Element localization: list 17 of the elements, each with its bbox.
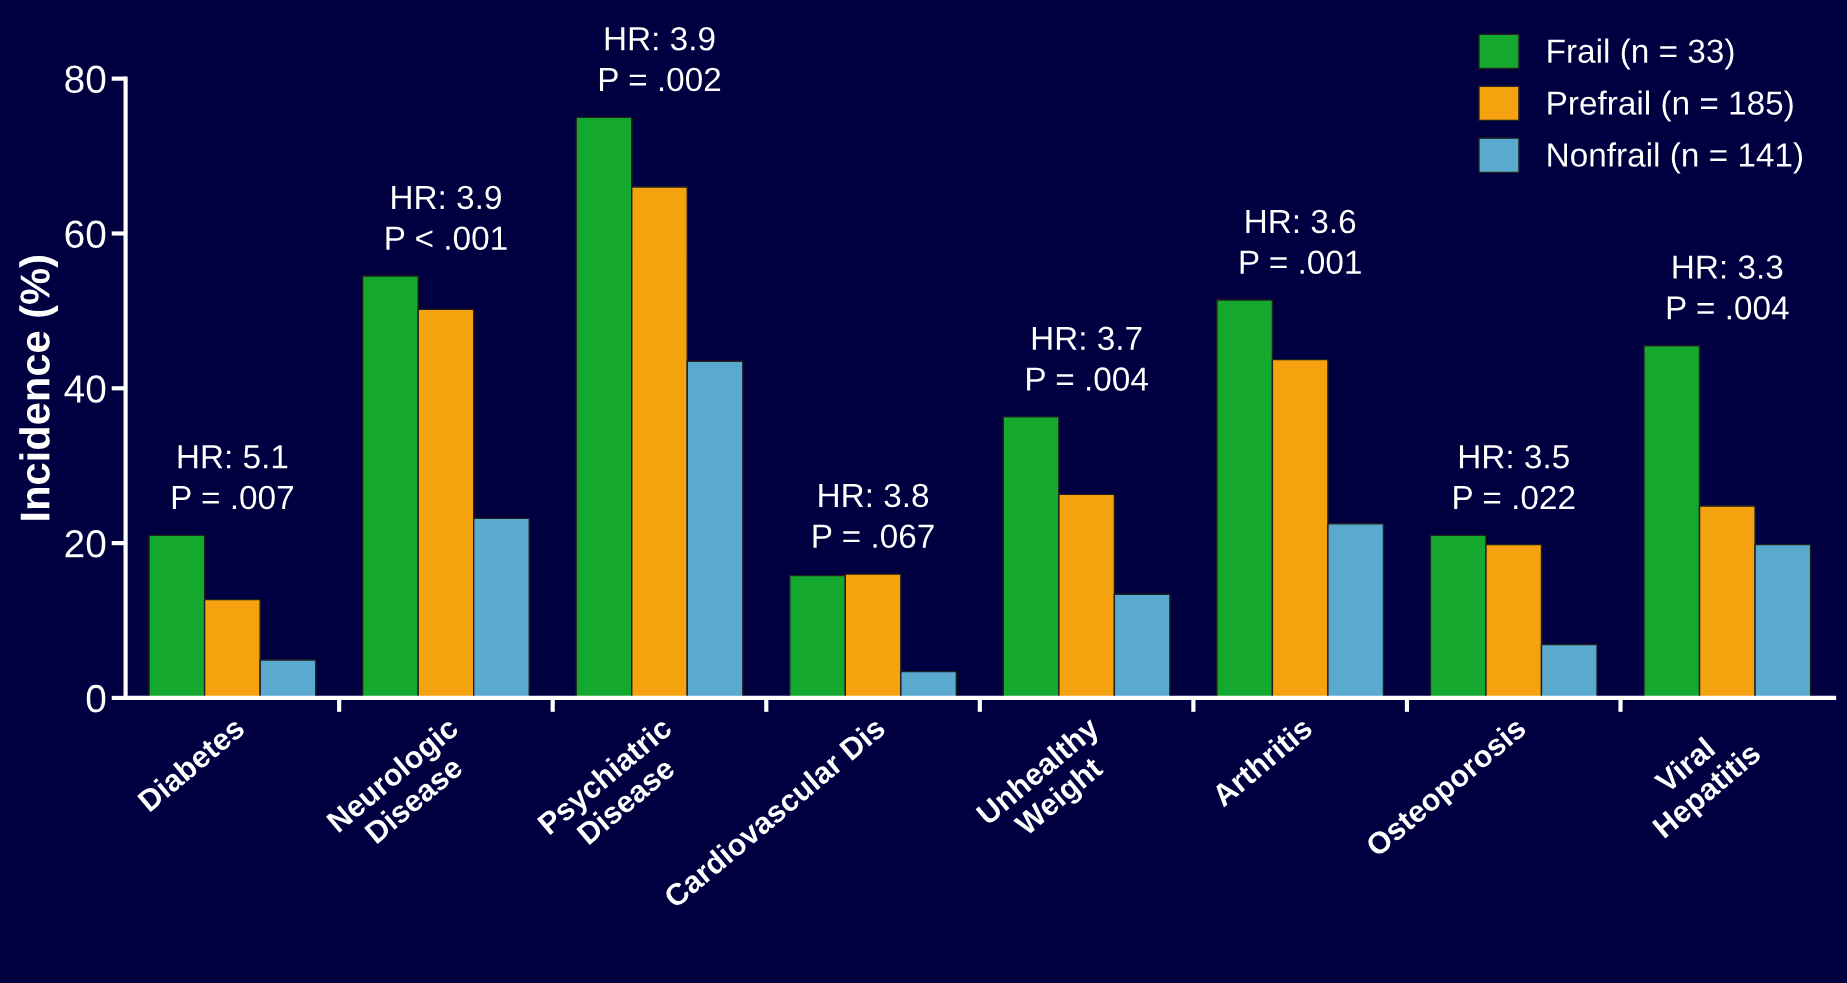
annotation: HR: 3.9 P = .002	[599, 26, 721, 92]
annotation: HR: 3.9 P < .001	[386, 185, 507, 251]
annotation: HR: 3.7 P = .004	[1027, 326, 1148, 391]
legend-label: Nonfrail (n = 141)	[1548, 142, 1803, 174]
annotation: HR: 3.6 P = .001	[1240, 209, 1361, 274]
y-axis-title: Incidence (%)	[19, 256, 59, 520]
annotation: HR: 3.8 P = .067	[813, 483, 934, 549]
y-tick-label: 0	[86, 684, 106, 713]
legend-label: Prefrail (n = 185)	[1548, 90, 1793, 122]
y-tick-label: 60	[65, 220, 106, 248]
y-tick-label: 20	[65, 530, 106, 558]
annotation: HR: 3.5 P = .022	[1454, 444, 1575, 510]
y-tick-label: 40	[64, 375, 106, 403]
annotation: HR: 5.1 P = .007	[172, 445, 293, 510]
legend-label: Frail (n = 33)	[1548, 38, 1734, 70]
annotation: HR: 3.3 P = .004	[1667, 255, 1789, 320]
y-tick-label: 80	[65, 65, 106, 94]
